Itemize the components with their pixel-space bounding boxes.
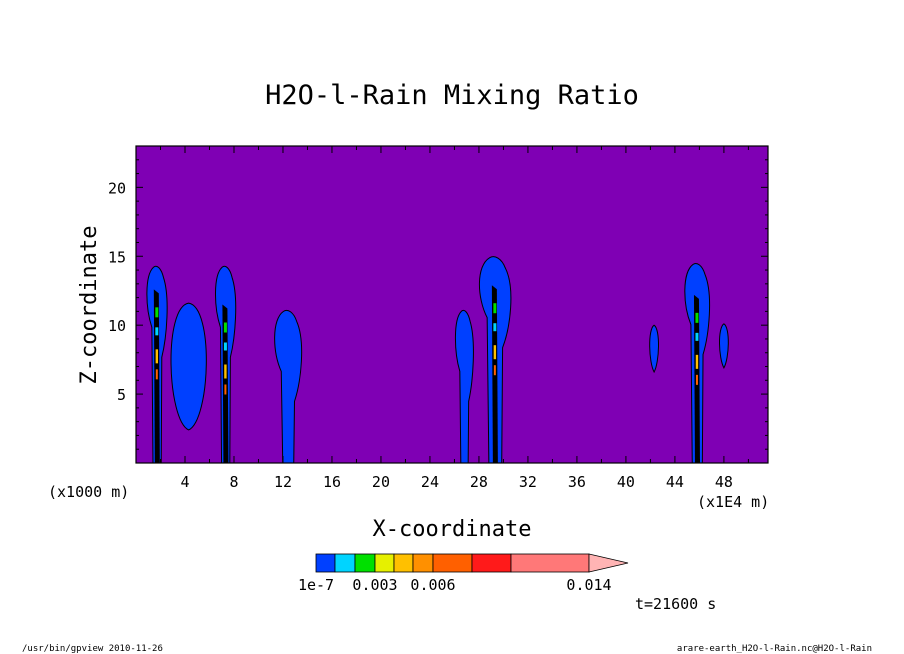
colorbar-swatch	[393, 553, 414, 573]
colorbar-label: 0.014	[566, 576, 611, 594]
rain-cell	[170, 302, 207, 431]
colorbar-swatch	[315, 553, 336, 573]
x-tick-label: 12	[274, 473, 292, 491]
colorbar-label: 1e-7	[298, 576, 334, 594]
y-tick-label: 5	[117, 386, 126, 404]
rain-cell	[684, 263, 711, 464]
rain-cell	[146, 265, 168, 464]
core-orange	[695, 374, 698, 385]
core-yellow	[224, 364, 227, 379]
rain-cell	[215, 265, 237, 464]
rain-cell	[478, 256, 512, 464]
x-tick-label: 24	[421, 473, 439, 491]
core-green	[493, 303, 497, 314]
cell-envelope	[454, 309, 474, 464]
footer-right: arare-earth_H2O-l-Rain.nc@H2O-l-Rain	[677, 644, 872, 654]
colorbar: 1e-7 0.003 0.006 0.014	[298, 553, 629, 594]
core-yellow	[493, 345, 497, 360]
colorbar-swatch	[471, 553, 512, 573]
core-cyan	[493, 323, 497, 332]
core-orange	[155, 369, 158, 380]
core-orange	[224, 384, 227, 395]
colorbar-extension	[588, 553, 629, 573]
colorbar-swatch	[374, 553, 395, 573]
rain-cell	[454, 309, 474, 464]
core-green	[695, 312, 699, 323]
x-axis-label: X-coordinate	[373, 517, 532, 542]
x-tick-label: 4	[180, 473, 189, 491]
core-cyan	[155, 327, 159, 336]
y-tick-label: 15	[108, 248, 126, 266]
cell-envelope	[274, 309, 303, 464]
plot-frame	[135, 145, 769, 464]
x-tick-label: 44	[666, 473, 684, 491]
colorbar-swatch	[354, 553, 376, 573]
x-tick-label: 20	[372, 473, 390, 491]
cell-envelope	[718, 323, 729, 369]
core-cyan	[695, 332, 699, 341]
colorbar-swatch	[412, 553, 434, 573]
colorbar-swatch	[510, 553, 590, 573]
time-label: t=21600 s	[635, 595, 716, 613]
cell-envelope	[170, 302, 207, 431]
core-green	[223, 322, 227, 333]
x-tick-label: 36	[568, 473, 586, 491]
rain-cell	[649, 324, 660, 374]
footer-left: /usr/bin/gpview 2010-11-26	[22, 644, 163, 654]
rain-cell	[718, 323, 729, 369]
x-tick-label: 32	[519, 473, 537, 491]
cell-envelope	[649, 324, 660, 374]
rain-cell	[274, 309, 303, 464]
contour-field	[136, 146, 768, 464]
core-orange	[493, 365, 496, 376]
x-tick-label: 16	[323, 473, 341, 491]
x-scale-right: (x1E4 m)	[697, 493, 769, 511]
colorbar-label: 0.006	[410, 576, 455, 594]
core-yellow	[155, 349, 159, 364]
y-tick-label: 10	[108, 317, 126, 335]
y-axis-label: Z-coordinate	[77, 226, 102, 385]
core-green	[155, 307, 159, 318]
x-tick-label: 48	[715, 473, 733, 491]
x-tick-label: 8	[229, 473, 238, 491]
chart-title: H2O-l-Rain Mixing Ratio	[265, 80, 639, 111]
field-background	[136, 146, 768, 463]
x-tick-label: 40	[617, 473, 635, 491]
y-tick-label: 20	[108, 179, 126, 197]
core-yellow	[695, 354, 699, 369]
x-scale-left: (x1000 m)	[48, 483, 129, 501]
colorbar-swatch	[432, 553, 473, 573]
x-tick-label: 28	[470, 473, 488, 491]
colorbar-swatch	[334, 553, 356, 573]
colorbar-label: 0.003	[352, 576, 397, 594]
core-cyan	[223, 342, 227, 351]
